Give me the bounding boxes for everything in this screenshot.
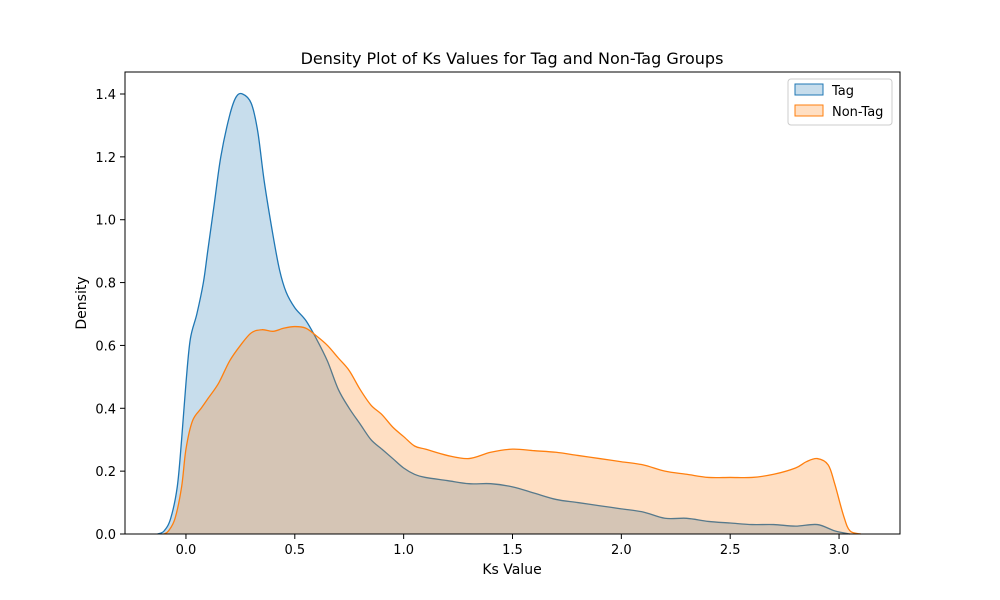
plot-area [157,92,861,535]
density-area-tag [157,93,850,534]
y-tick-label: 0.0 [95,528,116,543]
y-tick-label: 1.4 [95,88,116,103]
x-axis-title: Ks Value [482,562,541,578]
y-axis-title: Density [74,276,90,329]
legend-swatch-non-tag [794,104,824,117]
legend-label-tag: Tag [831,84,854,99]
y-tick-label: 1.2 [95,151,116,166]
y-axis: 0.0 0.2 0.4 0.6 0.8 1.0 1.2 1.4 [95,88,125,543]
y-tick-label: 1.0 [95,214,116,229]
x-tick-label: 0.5 [284,543,305,558]
x-axis: 0.0 0.5 1.0 1.5 2.0 2.5 3.0 [176,534,850,558]
legend-label-non-tag: Non-Tag [832,105,883,120]
legend: Tag Non-Tag [787,78,893,126]
x-tick-label: 1.0 [393,543,414,558]
y-tick-label: 0.2 [95,465,116,480]
x-tick-label: 3.0 [829,543,850,558]
legend-frame [787,78,893,126]
density-line-non-tag [163,325,861,535]
y-tick-label: 0.6 [95,339,116,354]
x-tick-label: 2.0 [611,543,632,558]
density-area-non-tag [164,326,861,534]
x-tick-label: 1.5 [502,543,523,558]
y-tick-label: 0.8 [95,277,116,292]
legend-swatch-tag [794,83,824,96]
density-line-tag [157,92,851,535]
x-tick-label: 2.5 [720,543,741,558]
x-tick-label: 0.0 [176,543,197,558]
y-tick-label: 0.4 [95,402,116,417]
chart-title: Density Plot of Ks Values for Tag and No… [301,49,724,68]
